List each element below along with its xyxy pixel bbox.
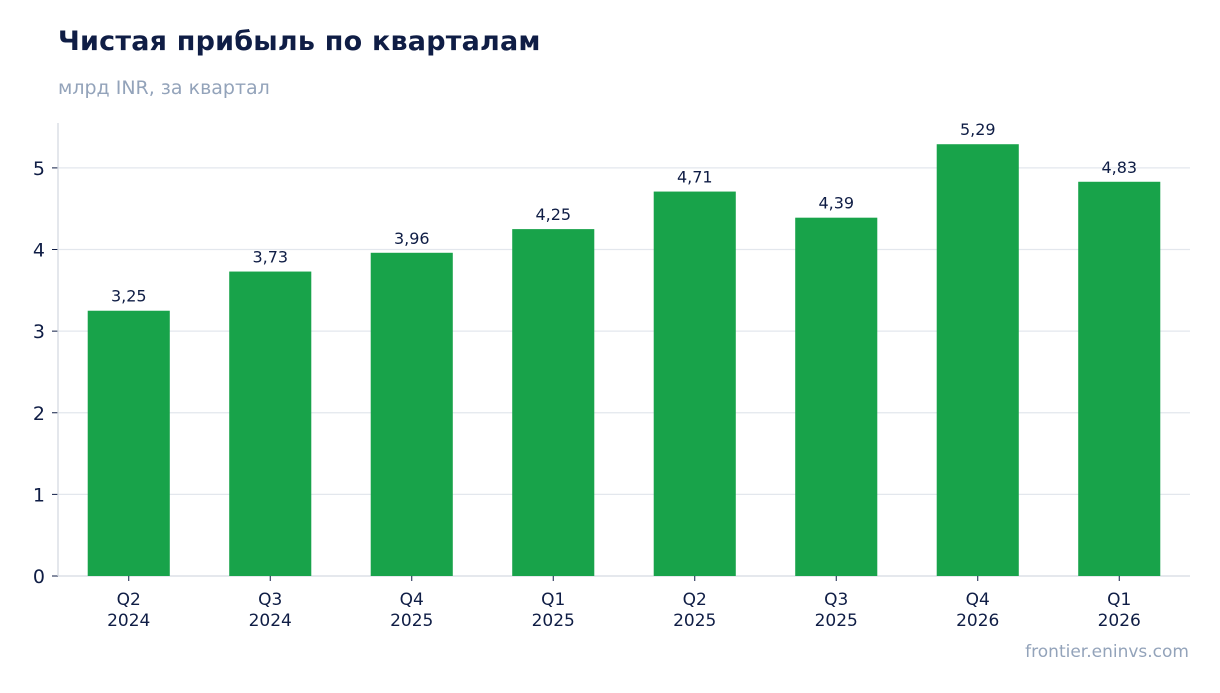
y-tick-label: 2: [33, 403, 45, 425]
bar: [87, 310, 170, 576]
bar-value-label: 3,25: [111, 287, 147, 306]
x-tick-label-year: 2024: [249, 611, 292, 631]
x-tick-label-year: 2025: [390, 611, 433, 631]
bar: [1078, 181, 1161, 576]
bar-value-label: 4,39: [818, 194, 854, 213]
bar-value-label: 3,96: [394, 229, 430, 248]
y-tick-label: 3: [33, 321, 45, 343]
y-tick-label: 1: [33, 484, 45, 506]
y-tick-label: 4: [33, 240, 45, 262]
bar: [936, 144, 1019, 576]
bars: [87, 144, 1161, 577]
x-tick-label-year: 2025: [532, 611, 575, 631]
bar: [653, 191, 736, 576]
grid-lines: [58, 167, 1190, 496]
x-tick-label-year: 2024: [107, 611, 150, 631]
x-tick-label-quarter: Q2: [117, 590, 141, 610]
bar: [795, 217, 878, 576]
bar-value-label: 5,29: [960, 120, 996, 139]
bar-value-label: 4,25: [535, 205, 571, 224]
x-tick-label-quarter: Q1: [541, 590, 565, 610]
x-tick-label-quarter: Q2: [683, 590, 707, 610]
bar: [512, 229, 595, 577]
x-tick-label-quarter: Q4: [400, 590, 424, 610]
x-tick-label-year: 2026: [1098, 611, 1141, 631]
x-tick-label-quarter: Q4: [966, 590, 990, 610]
x-tick-label-quarter: Q3: [824, 590, 848, 610]
bar-value-label: 4,71: [677, 168, 713, 187]
bar: [229, 271, 312, 576]
bar-value-label: 3,73: [252, 248, 288, 267]
x-tick-label-quarter: Q1: [1107, 590, 1131, 610]
x-tick-label-quarter: Q3: [258, 590, 282, 610]
data-labels: 3,25 3,73 3,96 4,25 4,71 4,39 5,29 4,83: [111, 120, 1137, 306]
y-tick-label: 0: [33, 566, 45, 588]
chart-subtitle: млрд INR, за квартал: [58, 77, 270, 99]
x-tick-label-year: 2025: [815, 611, 858, 631]
axes: 012345Q22024Q32024Q42025Q12025Q22025Q320…: [33, 123, 1190, 631]
chart-title: Чистая прибыль по кварталам: [58, 26, 541, 57]
y-tick-label: 5: [33, 158, 45, 180]
bar-value-label: 4,83: [1101, 158, 1137, 177]
bar: [370, 252, 453, 576]
x-tick-label-year: 2025: [673, 611, 716, 631]
source-watermark: frontier.eninvs.com: [1025, 642, 1189, 662]
x-tick-label-year: 2026: [956, 611, 999, 631]
